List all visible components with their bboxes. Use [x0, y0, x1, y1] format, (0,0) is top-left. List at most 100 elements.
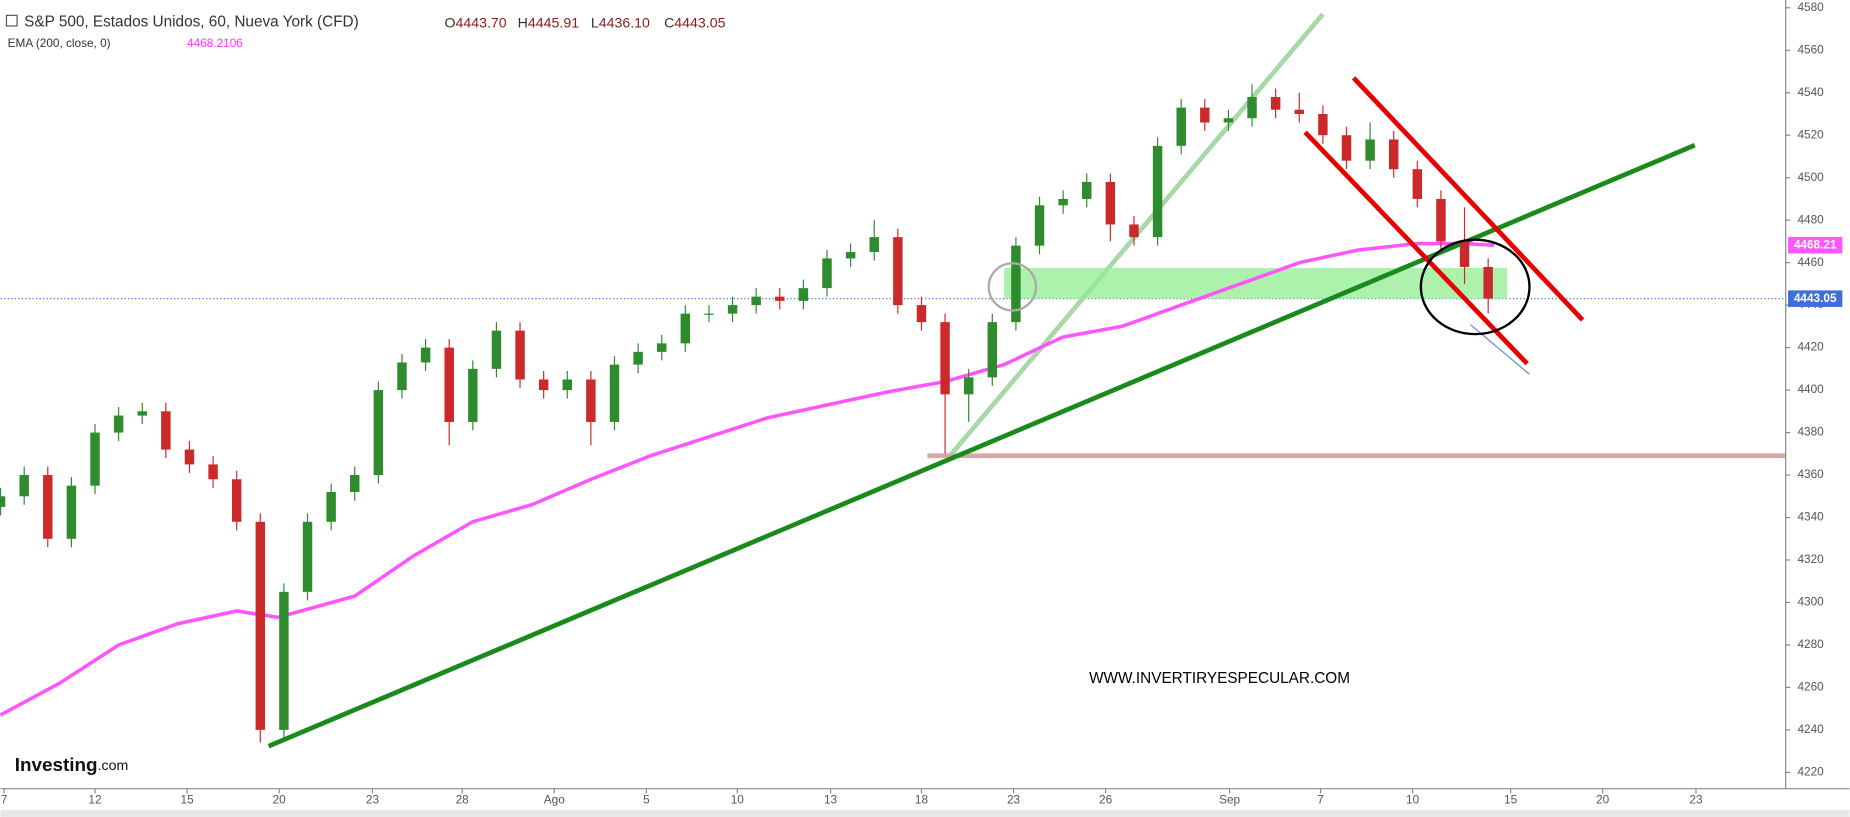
support-zone: [1004, 268, 1508, 299]
candle-body: [1318, 113, 1328, 136]
x-tick-label: 18: [915, 793, 929, 807]
x-tick-label: 23: [1007, 793, 1021, 807]
highlight-ellipse: [1419, 238, 1531, 336]
y-tick-label: 4280: [1797, 637, 1824, 651]
x-tick-label: 23: [366, 793, 380, 807]
candle-body: [751, 296, 761, 306]
ohlc-value: 4436.10: [599, 15, 650, 31]
candle-body: [1247, 96, 1257, 119]
candle-body: [397, 362, 407, 391]
candle-body: [184, 449, 195, 465]
trendline: [267, 143, 1696, 749]
x-tick-label: 10: [1406, 793, 1420, 807]
candle-body: [916, 305, 927, 323]
candle-body: [161, 411, 171, 450]
candle-body: [66, 485, 77, 539]
candles: [0, 84, 1493, 743]
y-tick-label: 4500: [1797, 170, 1824, 184]
candle-body: [279, 591, 289, 730]
ohlc-item: H4445.91: [518, 15, 580, 31]
ohlc-key: C: [664, 15, 674, 31]
y-tick-label: 4220: [1797, 764, 1824, 778]
ohlc-item: C4443.05: [664, 15, 726, 31]
candle-body: [727, 305, 738, 314]
candle-body: [302, 521, 313, 592]
y-tick-label: 4320: [1797, 552, 1824, 566]
candle-body: [680, 313, 691, 344]
price-axis: [1785, 0, 1850, 817]
candle-body: [963, 377, 974, 395]
ema-line: [0, 241, 1495, 717]
candle-body: [1152, 145, 1163, 238]
y-tick-label: 4580: [1797, 0, 1824, 14]
ohlc-item: O4443.70: [444, 15, 506, 31]
watermark: WWW.INVERTIRYESPECULAR.COM: [1089, 670, 1350, 687]
channel-lower: [1303, 130, 1529, 366]
x-tick-label: Ago: [544, 793, 565, 807]
ohlc-item: L4436.10: [591, 15, 650, 31]
y-tick-label: 4420: [1797, 340, 1824, 354]
candle-body: [255, 521, 266, 730]
candle-body: [137, 411, 147, 416]
x-tick-label: 28: [456, 793, 470, 807]
candle-body: [515, 330, 525, 380]
candle-body: [0, 496, 6, 507]
collapse-icon[interactable]: [5, 14, 18, 27]
x-tick-label: 7: [1317, 793, 1324, 807]
candle-body: [538, 379, 549, 391]
candle-body: [113, 415, 124, 433]
candle-body: [775, 296, 785, 301]
y-tick-label: 4380: [1797, 425, 1824, 439]
price-tag: [1788, 236, 1843, 254]
candle-body: [893, 237, 903, 306]
y-tick-label: 4540: [1797, 85, 1824, 99]
candle-body: [491, 330, 502, 369]
ohlc-value: 4445.91: [528, 15, 579, 31]
price-tag-label: 4443.05: [1794, 291, 1837, 305]
x-tick-label: 20: [1596, 793, 1610, 807]
y-tick-label: 4460: [1797, 255, 1824, 269]
x-tick-label: 15: [1504, 793, 1518, 807]
candle-body: [90, 432, 100, 486]
candle-body: [420, 347, 431, 363]
candle-body: [656, 343, 667, 352]
candle-body: [869, 237, 879, 253]
candle-body: [1436, 198, 1446, 242]
indicator-value: 4468.2106: [187, 36, 243, 50]
y-tick-label: 4240: [1797, 722, 1824, 736]
y-tick-label: 4520: [1797, 127, 1824, 141]
ohlc-key: H: [518, 15, 528, 31]
candle-body: [208, 464, 218, 480]
ohlc-key: O: [444, 15, 455, 31]
x-tick-label: 7: [1, 793, 8, 807]
y-tick-label: 4400: [1797, 382, 1824, 396]
candle-body: [1082, 181, 1092, 199]
candle-body: [231, 479, 242, 522]
candle-body: [704, 313, 714, 315]
x-tick-label: 20: [273, 793, 287, 807]
y-tick-label: 4560: [1797, 42, 1824, 56]
candle-body: [1011, 245, 1021, 323]
candle-body: [1105, 181, 1116, 225]
candle-body: [987, 322, 998, 378]
price-tag-label: 4468.21: [1794, 237, 1837, 251]
x-tick-label: Sep: [1219, 793, 1240, 807]
x-tick-label: 13: [824, 793, 838, 807]
logo-suffix: .com: [98, 758, 129, 774]
candle-body: [1176, 107, 1186, 146]
candle-body: [1483, 266, 1493, 299]
candle-body: [468, 368, 478, 422]
x-tick-label: 5: [643, 793, 650, 807]
highlight-circle: [987, 262, 1038, 312]
candle-body: [1034, 205, 1045, 246]
candle-body: [1058, 198, 1068, 206]
candle-body: [1365, 139, 1375, 161]
candle-body: [562, 379, 572, 391]
channel-upper: [1351, 76, 1585, 322]
candle-body: [586, 379, 596, 422]
ohlc-key: L: [591, 15, 599, 31]
candle-body: [845, 252, 856, 259]
candle-body: [1412, 169, 1423, 199]
